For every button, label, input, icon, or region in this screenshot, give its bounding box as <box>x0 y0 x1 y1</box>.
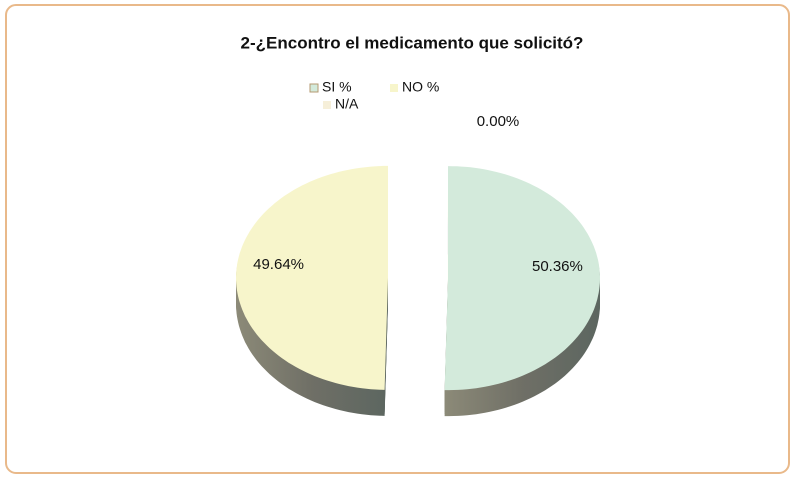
legend-label: SI % <box>322 79 352 95</box>
data-label: 49.64% <box>253 256 304 273</box>
legend-swatch <box>390 84 398 92</box>
chart-frame <box>5 4 790 474</box>
legend-swatch <box>309 83 319 93</box>
chart-title: 2-¿Encontro el medicamento que solicitó? <box>241 33 584 52</box>
legend-swatch <box>323 101 331 109</box>
legend: SI % NO % N/A <box>309 79 439 112</box>
pie-slice <box>236 165 389 390</box>
pie-slice <box>444 166 600 391</box>
data-label: 0.00% <box>477 113 520 130</box>
pie-slices <box>236 165 600 391</box>
data-labels: 50.36% 49.64% 0.00% <box>253 113 583 275</box>
data-label: 50.36% <box>532 258 583 275</box>
legend-label: N/A <box>335 96 359 112</box>
legend-label: NO % <box>402 79 439 95</box>
